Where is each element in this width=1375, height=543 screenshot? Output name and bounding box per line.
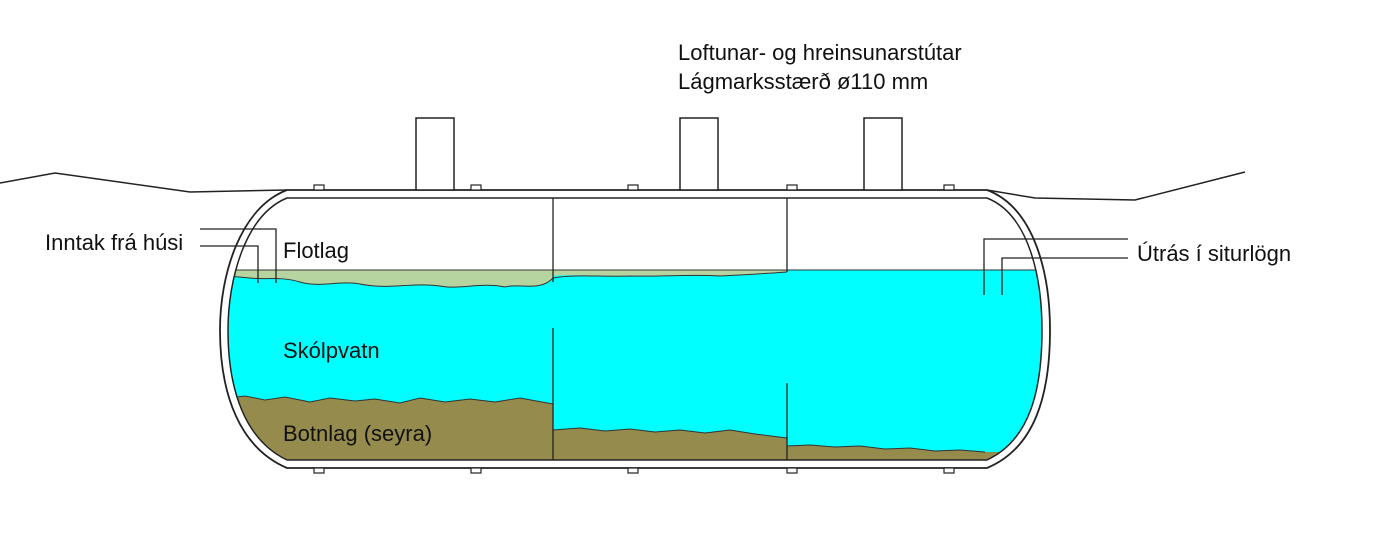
- sludge-fill-mid: [553, 428, 787, 460]
- scum-fill-mid: [553, 270, 787, 277]
- lug: [470, 184, 482, 191]
- scum-label: Flotlag: [283, 238, 349, 263]
- lug: [627, 184, 639, 191]
- lug: [943, 184, 955, 191]
- lug: [786, 467, 798, 474]
- tank-inner-wall: [227, 197, 1043, 461]
- lug: [470, 467, 482, 474]
- inlet-label: Inntak frá húsi: [45, 230, 183, 255]
- vent-pipe-3: [863, 117, 903, 191]
- outlet-label: Útrás í siturlögn: [1137, 241, 1291, 266]
- lug: [943, 467, 955, 474]
- sludge-fill-right: [787, 445, 1042, 460]
- sludge-boundary-mid: [552, 427, 788, 439]
- sludge-boundary-left: [228, 395, 554, 405]
- lug: [313, 184, 325, 191]
- scum-fill: [228, 270, 553, 288]
- ground-line-right: [986, 171, 1246, 201]
- tank-contents: [228, 269, 1042, 460]
- tank-outer-wall: [219, 189, 1051, 469]
- vent-label-line1: Loftunar- og hreinsunarstútar: [678, 40, 962, 65]
- vent-pipes: [415, 117, 903, 191]
- lug: [627, 467, 639, 474]
- sludge-fill: [228, 396, 553, 460]
- top-lugs: [313, 184, 955, 191]
- sludge-boundary-right: [786, 444, 986, 453]
- ground-line: [0, 172, 288, 193]
- scum-water-boundary: [228, 271, 788, 288]
- vent-pipe-2: [679, 117, 719, 191]
- lug: [786, 184, 798, 191]
- inlet-pipe: [200, 228, 277, 283]
- bottom-lugs: [313, 467, 955, 474]
- baffles: [552, 198, 788, 460]
- wastewater-label: Skólpvatn: [283, 338, 380, 363]
- vent-label-line2: Lágmarksstærð ø110 mm: [678, 69, 928, 94]
- vent-pipe-1: [415, 117, 455, 191]
- lug: [313, 467, 325, 474]
- outlet-pipe: [983, 238, 1128, 295]
- sludge-label: Botnlag (seyra): [283, 421, 432, 446]
